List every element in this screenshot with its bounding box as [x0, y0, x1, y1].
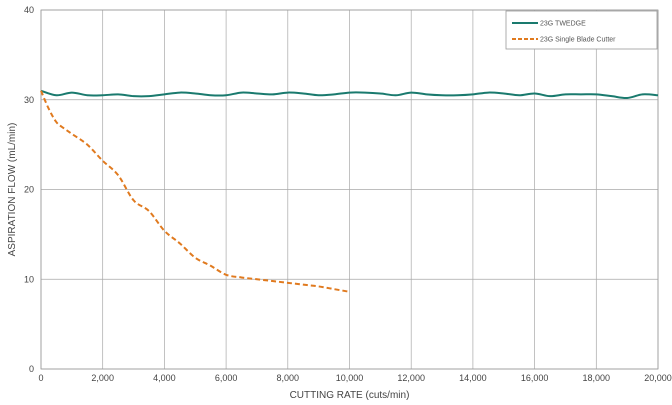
x-tick-label: 0 — [38, 373, 43, 383]
y-tick-label: 30 — [24, 95, 34, 105]
series-line-0 — [40, 89, 659, 99]
x-tick-label: 18,000 — [583, 373, 611, 383]
y-tick-label: 20 — [24, 185, 34, 195]
legend-label-1: 23G Single Blade Cutter — [540, 37, 616, 44]
x-tick-label: 2,000 — [91, 373, 114, 383]
x-axis-title: CUTTING RATE (cuts/min) — [290, 390, 410, 401]
grid-lines — [40, 9, 659, 370]
series-line-1 — [40, 90, 350, 293]
y-axis-title: ASPIRATION FLOW (mL/min) — [7, 123, 18, 257]
series-layer — [40, 89, 659, 293]
x-tick-label: 14,000 — [459, 373, 487, 383]
x-axis-ticks: 0 2,000 4,000 6,000 8,000 10,000 12,000 14,000 1… — [38, 373, 671, 383]
plot-frame — [40, 9, 659, 370]
x-tick-label: 8,000 — [277, 373, 300, 383]
legend: 23G TWEDGE 23G Single Blade Cutter — [505, 10, 658, 50]
x-tick-label: 20,000 — [644, 373, 672, 383]
y-axis-ticks: 0 10 20 30 40 — [24, 5, 34, 374]
x-tick-label: 16,000 — [521, 373, 549, 383]
x-tick-label: 6,000 — [215, 373, 238, 383]
legend-label-0: 23G TWEDGE — [540, 21, 586, 28]
y-tick-label: 40 — [24, 5, 34, 15]
x-tick-label: 10,000 — [336, 373, 364, 383]
legend-box — [505, 10, 658, 50]
y-tick-label: 0 — [29, 364, 34, 374]
x-tick-label: 4,000 — [153, 373, 176, 383]
x-tick-label: 12,000 — [397, 373, 425, 383]
y-tick-label: 10 — [24, 274, 34, 284]
